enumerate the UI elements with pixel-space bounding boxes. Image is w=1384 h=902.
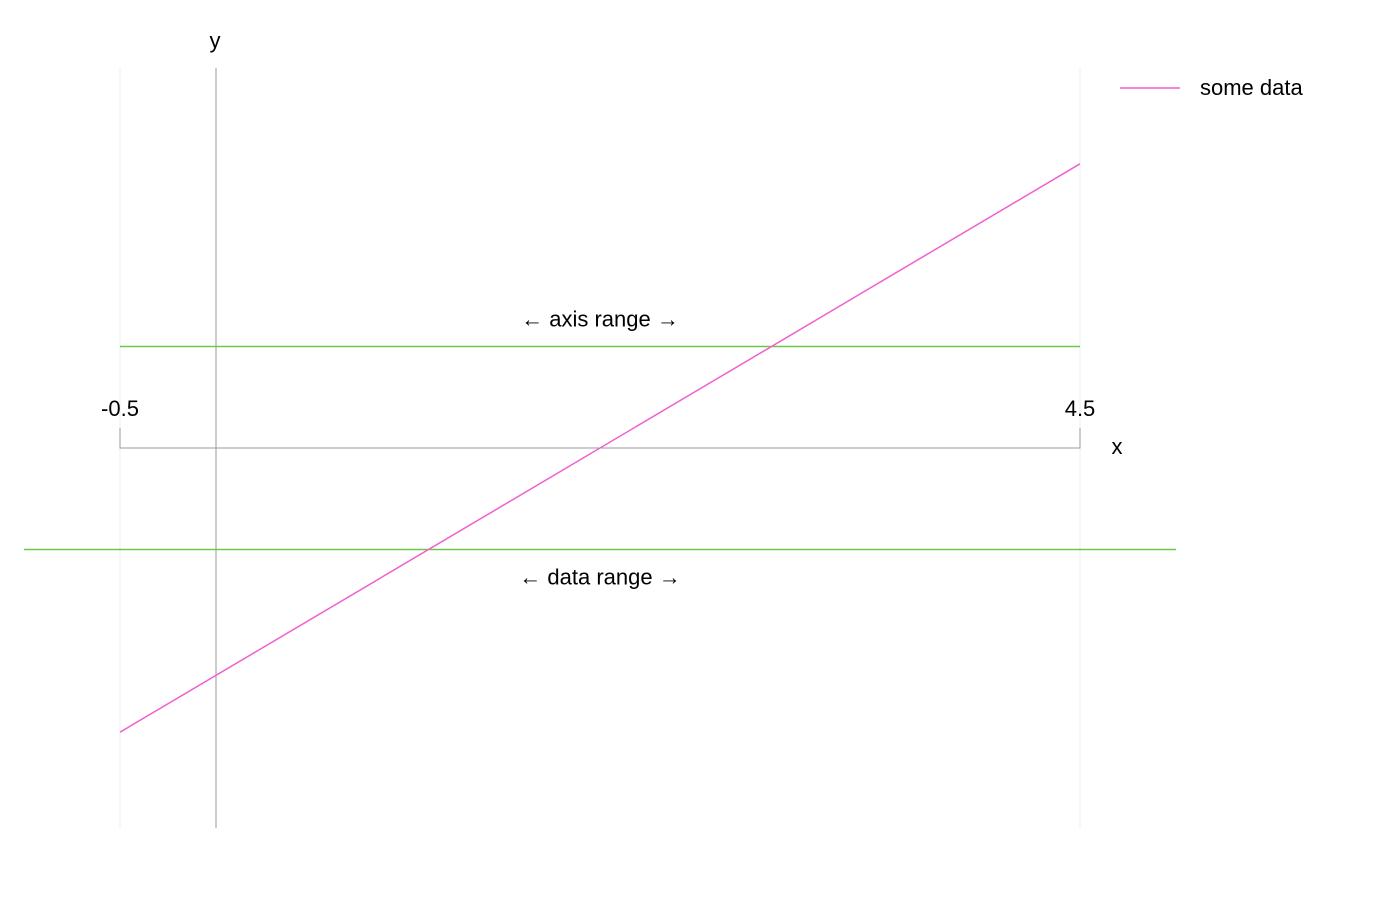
y-axis-label: y — [210, 28, 221, 53]
series-line-some-data — [119, 163, 1081, 733]
x-tick-label: 4.5 — [1065, 396, 1096, 421]
legend-label: some data — [1200, 75, 1303, 100]
legend: some data — [1120, 75, 1303, 100]
x-axis-label: x — [1112, 434, 1123, 459]
data-range-label: ← data range → — [519, 565, 680, 590]
x-tick-label: -0.5 — [101, 396, 139, 421]
x-axis-line — [119, 428, 1081, 449]
axis-range-label: ← axis range → — [521, 307, 679, 332]
